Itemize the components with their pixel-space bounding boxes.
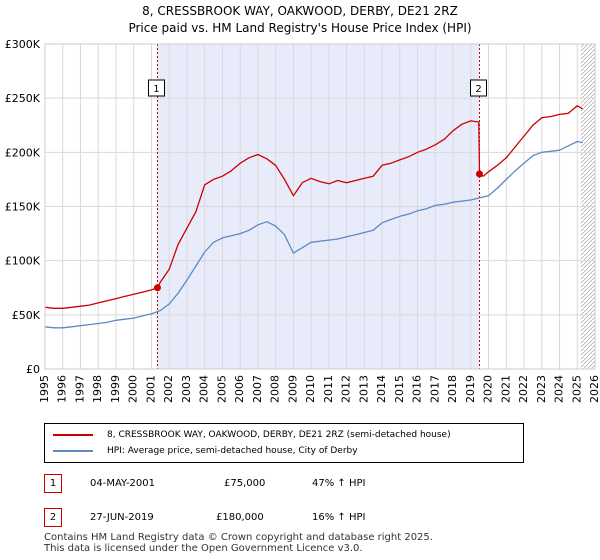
x-tick-label: 2000: [127, 375, 140, 403]
x-tick-label: 2007: [251, 375, 264, 403]
transaction-point: [153, 284, 161, 292]
transaction-label-text: 1: [153, 84, 159, 95]
transaction-hpi-change: 47% ↑ HPI: [312, 478, 366, 489]
x-tick-label: 2015: [393, 375, 406, 403]
footer-license: This data is licensed under the Open Gov…: [44, 543, 363, 554]
x-tick-label: 2013: [357, 375, 370, 403]
x-tick-label: 1999: [109, 375, 122, 403]
y-tick-label: £200K: [5, 146, 41, 159]
x-tick-label: 2022: [517, 375, 530, 403]
transaction-date: 04-MAY-2001: [90, 478, 156, 489]
x-tick-label: 1995: [38, 375, 51, 403]
transaction-label-frame: [147, 79, 165, 97]
x-tick-label: 2017: [428, 375, 441, 403]
legend-label-hpi: HPI: Average price, semi-detached house,…: [107, 446, 358, 456]
y-tick-label: £150K: [5, 201, 41, 214]
legend-label-property: 8, CRESSBROOK WAY, OAKWOOD, DERBY, DE21 …: [107, 430, 451, 440]
x-tick-label: 2008: [269, 375, 282, 403]
legend-line-hpi: [53, 450, 93, 452]
chart-title: 8, CRESSBROOK WAY, OAKWOOD, DERBY, DE21 …: [142, 4, 458, 18]
transaction-point: [476, 170, 483, 178]
footer-copyright: Contains HM Land Registry data © Crown c…: [44, 532, 433, 543]
table-row: 2 27-JUN-2019 £180,000 16% ↑ HPI: [44, 508, 444, 528]
transaction-price: £75,000: [224, 478, 266, 489]
x-tick-label: 2010: [304, 375, 317, 403]
footer: Contains HM Land Registry data © Crown c…: [44, 532, 433, 554]
x-tick-label: 1997: [73, 375, 86, 403]
x-tick-label: 2020: [482, 375, 495, 403]
x-tick-label: 2002: [162, 375, 175, 403]
x-tick-label: 2026: [588, 375, 600, 403]
legend-item-hpi: HPI: Average price, semi-detached house,…: [53, 444, 358, 458]
transaction-hpi-change: 16% ↑ HPI: [312, 512, 366, 523]
transaction-label-box: 1: [147, 79, 165, 97]
transaction-date: 27-JUN-2019: [90, 512, 154, 523]
x-tick-label: 2004: [198, 375, 211, 403]
y-tick-label: £100K: [5, 255, 41, 268]
x-tick-label: 1996: [56, 375, 69, 403]
y-tick-label: £300K: [5, 38, 41, 51]
transaction-marker: 1: [44, 474, 62, 493]
x-tick-label: 2009: [286, 375, 299, 403]
x-tick-label: 2011: [322, 375, 335, 403]
transaction-price: £180,000: [216, 512, 264, 523]
y-tick-label: £250K: [5, 92, 41, 105]
legend: 8, CRESSBROOK WAY, OAKWOOD, DERBY, DE21 …: [44, 423, 524, 463]
legend-item-property: 8, CRESSBROOK WAY, OAKWOOD, DERBY, DE21 …: [53, 428, 451, 442]
x-tick-label: 2016: [411, 375, 424, 403]
transaction-label-box: 2: [470, 79, 487, 97]
chart-subtitle: Price paid vs. HM Land Registry's House …: [128, 21, 472, 35]
x-tick-label: 2001: [144, 375, 157, 403]
x-tick-label: 2024: [553, 375, 566, 403]
x-tick-label: 2025: [570, 375, 583, 403]
plot-frame: [44, 43, 596, 370]
x-tick-label: 2023: [535, 375, 548, 403]
table-row: 1 04-MAY-2001 £75,000 47% ↑ HPI: [44, 474, 444, 494]
legend-line-property: [53, 434, 93, 436]
y-tick-label: £50K: [12, 309, 41, 322]
x-tick-label: 2018: [446, 375, 459, 403]
series-line: [44, 105, 583, 309]
x-tick-label: 2003: [180, 375, 193, 403]
x-tick-label: 2012: [340, 375, 353, 403]
x-tick-label: 1998: [91, 375, 104, 403]
x-tick-label: 2006: [233, 375, 246, 403]
y-tick-label: £0: [26, 363, 40, 376]
transaction-label-frame: [470, 79, 487, 97]
transaction-marker: 2: [44, 508, 62, 527]
series-line: [44, 140, 583, 329]
x-tick-label: 2005: [215, 375, 228, 403]
price-chart: £0 £50K £100K £150K £200K £250K £300K 1995 1996 1…: [5, 38, 600, 403]
x-tick-label: 2019: [464, 375, 477, 403]
x-tick-label: 2014: [375, 375, 388, 403]
x-tick-label: 2021: [499, 375, 512, 403]
transaction-label-text: 2: [475, 84, 481, 95]
